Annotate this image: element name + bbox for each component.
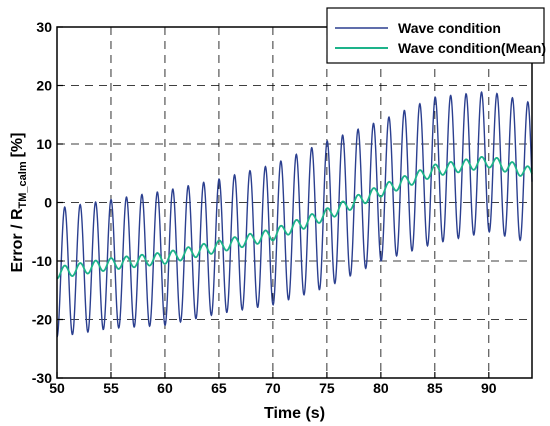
x-tick-label: 55 (103, 380, 119, 396)
series-wave-condition-mean (56, 155, 533, 280)
y-axis-label-unit: [%] (9, 133, 26, 158)
x-tick-label: 50 (49, 380, 65, 396)
legend: Wave condition Wave condition(Mean) (326, 7, 546, 64)
x-tick-label: 65 (211, 380, 227, 396)
x-tick-label: 80 (373, 380, 389, 396)
y-tick-label: -20 (32, 312, 52, 328)
x-tick-label: 70 (265, 380, 281, 396)
grid (57, 27, 532, 378)
y-tick-label: 0 (44, 195, 52, 211)
y-tick-label: 20 (36, 78, 52, 94)
y-tick-label: -30 (32, 370, 52, 386)
y-axis-label-main: Error / R (9, 208, 26, 272)
x-tick-label: 85 (427, 380, 443, 396)
series-layer (56, 91, 533, 338)
y-tick-label: 10 (36, 136, 52, 152)
y-axis-label-subscript: TM_calm (17, 161, 29, 208)
y-axis-label: Error / RTM_calm [%] (9, 133, 29, 273)
legend-box (326, 7, 545, 64)
y-tick-label: 30 (36, 19, 52, 35)
x-tick-label: 75 (319, 380, 335, 396)
series-wave-condition (56, 91, 533, 338)
legend-label-wave-condition: Wave condition (398, 20, 501, 36)
x-axis-label: Time (s) (264, 405, 325, 422)
x-tick-label: 90 (481, 380, 497, 396)
ticks: 50 55 60 65 70 75 80 85 90 -30 -20 -10 0 10 20 30 (32, 19, 497, 396)
legend-label-wave-condition-mean: Wave condition(Mean) (398, 40, 546, 56)
x-tick-label: 60 (157, 380, 173, 396)
y-tick-label: -10 (32, 253, 52, 269)
